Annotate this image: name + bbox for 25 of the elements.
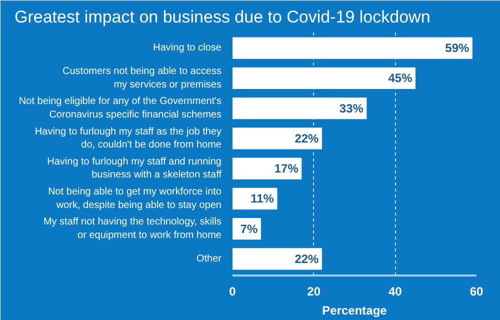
y-tick-label: My staff not having the technology, skills or equipment to work from home [43, 216, 222, 241]
y-tick-label: Not being able to get my workforce into work, despite being able to stay open [48, 186, 222, 211]
data-label: 22% [294, 131, 320, 146]
y-tick-label: Other [196, 253, 222, 264]
data-label: 45% [388, 71, 413, 86]
bar [232, 158, 302, 180]
y-tick-label: Customers not being able to access my services or premises [62, 66, 222, 90]
x-tick-label: 20 [307, 284, 321, 298]
y-tick-label: Having to furlough my staff as the job they do, couldn't be done from home [34, 126, 222, 151]
bar [232, 128, 322, 150]
data-label: 11% [250, 192, 274, 206]
data-label: 33% [339, 101, 364, 116]
x-tick-label: 60 [470, 284, 484, 298]
y-tick-label: Not being eligible for any of the Government's Coronavirus specific financial schemes [18, 96, 222, 120]
chart-title: Greatest impact on business due to Covid-19 lockdown [14, 8, 430, 26]
x-axis-title: Percentage [322, 304, 388, 318]
data-label: 7% [240, 222, 258, 236]
y-tick-label: Having to furlough my staff and running business with a skeleton staff [47, 156, 222, 181]
bar [232, 248, 322, 270]
data-label: 17% [274, 162, 299, 176]
x-tick-label: 0 [229, 284, 236, 298]
data-label: 59% [445, 41, 470, 56]
x-tick-label: 40 [388, 284, 402, 298]
data-label: 22% [294, 252, 320, 266]
y-tick-label: Having to close [153, 42, 222, 54]
